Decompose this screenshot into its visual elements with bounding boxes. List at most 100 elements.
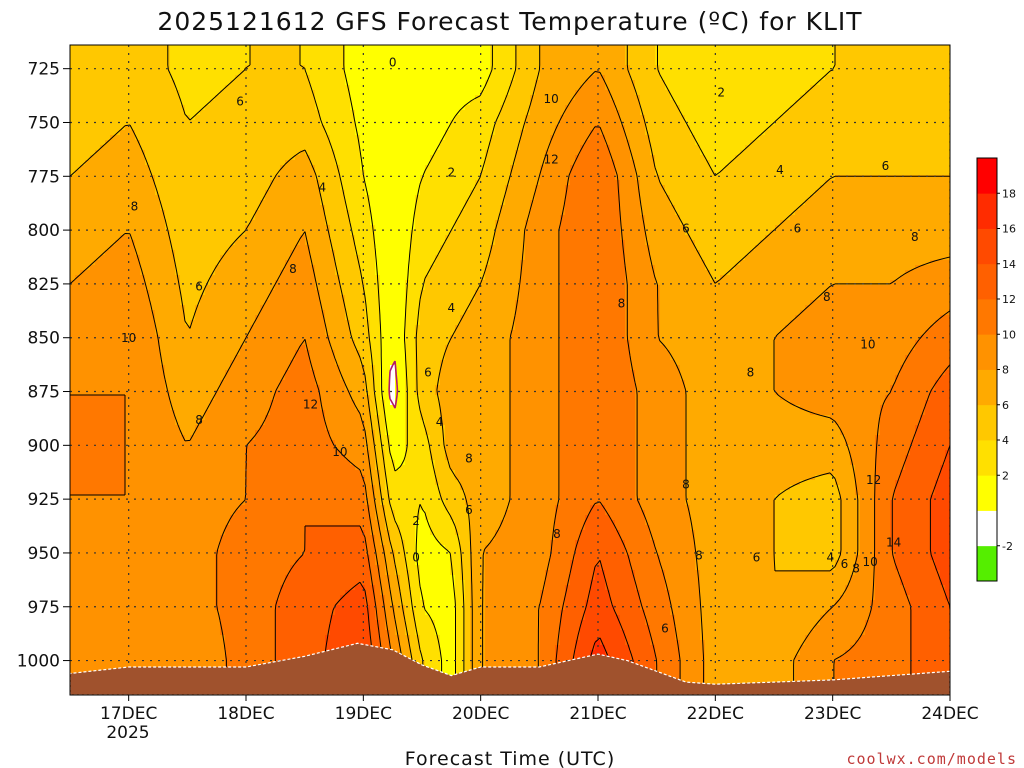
temperature-cell	[545, 60, 551, 66]
temperature-cell	[700, 45, 706, 51]
temperature-cell	[865, 45, 871, 51]
temperature-cell	[195, 80, 201, 86]
temperature-cell	[935, 130, 941, 136]
temperature-cell	[630, 55, 636, 61]
temperature-cell	[70, 150, 76, 156]
temperature-cell	[160, 100, 166, 106]
temperature-cell	[780, 150, 786, 156]
temperature-cell	[820, 170, 826, 176]
temperature-cell	[650, 165, 656, 171]
temperature-cell	[815, 170, 821, 176]
temperature-cell	[420, 140, 426, 146]
temperature-cell	[405, 170, 411, 176]
temperature-cell	[110, 150, 116, 156]
temperature-cell	[850, 125, 856, 131]
temperature-cell	[365, 165, 371, 171]
temperature-cell	[235, 185, 241, 191]
temperature-cell	[745, 80, 751, 86]
temperature-cell	[515, 100, 521, 106]
temperature-cell	[905, 155, 911, 161]
temperature-cell	[610, 60, 616, 66]
temperature-cell	[545, 125, 551, 131]
temperature-cell	[910, 105, 916, 111]
temperature-cell	[475, 95, 481, 101]
temperature-cell	[380, 80, 386, 86]
temperature-cell	[435, 85, 441, 91]
temperature-cell	[720, 165, 726, 171]
temperature-cell	[80, 65, 86, 71]
temperature-cell	[920, 85, 926, 91]
temperature-cell	[235, 120, 241, 126]
temperature-cell	[110, 185, 116, 191]
temperature-cell	[180, 125, 186, 131]
temperature-cell	[565, 50, 571, 56]
temperature-cell	[795, 75, 801, 81]
temperature-cell	[330, 155, 336, 161]
temperature-cell	[505, 125, 511, 131]
temperature-cell	[260, 160, 266, 166]
temperature-cell	[650, 170, 656, 176]
temperature-cell	[800, 125, 806, 131]
temperature-cell	[755, 180, 761, 186]
temperature-cell	[610, 140, 616, 146]
temperature-cell	[825, 55, 831, 61]
temperature-cell	[545, 55, 551, 61]
temperature-cell	[780, 170, 786, 176]
temperature-cell	[430, 160, 436, 166]
temperature-cell	[540, 180, 546, 186]
temperature-cell	[225, 175, 231, 181]
temperature-cell	[205, 50, 211, 56]
temperature-cell	[250, 185, 256, 191]
temperature-cell	[620, 140, 626, 146]
temperature-cell	[130, 65, 136, 71]
temperature-cell	[190, 175, 196, 181]
temperature-cell	[600, 110, 606, 116]
temperature-cell	[865, 125, 871, 131]
temperature-cell	[890, 145, 896, 151]
temperature-cell	[750, 130, 756, 136]
temperature-cell	[310, 145, 316, 151]
temperature-cell	[405, 130, 411, 136]
temperature-cell	[90, 80, 96, 86]
temperature-cell	[275, 115, 281, 121]
temperature-cell	[910, 145, 916, 151]
temperature-cell	[425, 65, 431, 71]
temperature-cell	[810, 100, 816, 106]
temperature-cell	[80, 160, 86, 166]
temperature-cell	[375, 50, 381, 56]
temperature-cell	[615, 115, 621, 121]
temperature-cell	[445, 180, 451, 186]
temperature-cell	[495, 55, 501, 61]
temperature-cell	[850, 80, 856, 86]
temperature-cell	[330, 75, 336, 81]
temperature-cell	[245, 75, 251, 81]
temperature-cell	[845, 125, 851, 131]
temperature-cell	[205, 155, 211, 161]
temperature-cell	[120, 170, 126, 176]
temperature-cell	[70, 65, 76, 71]
temperature-cell	[395, 45, 401, 51]
temperature-cell	[550, 165, 556, 171]
temperature-cell	[290, 45, 296, 51]
temperature-cell	[245, 115, 251, 121]
temperature-cell	[445, 145, 451, 151]
temperature-cell	[715, 55, 721, 61]
temperature-cell	[600, 120, 606, 126]
temperature-cell	[350, 100, 356, 106]
temperature-cell	[880, 175, 886, 181]
temperature-cell	[220, 170, 226, 176]
temperature-cell	[615, 80, 621, 86]
temperature-cell	[475, 135, 481, 141]
temperature-cell	[380, 75, 386, 81]
temperature-cell	[480, 85, 486, 91]
temperature-cell	[310, 45, 316, 51]
temperature-cell	[595, 50, 601, 56]
temperature-cell	[90, 170, 96, 176]
temperature-cell	[735, 105, 741, 111]
temperature-cell	[185, 135, 191, 141]
temperature-cell	[275, 100, 281, 106]
temperature-cell	[210, 120, 216, 126]
temperature-cell	[800, 115, 806, 121]
temperature-cell	[545, 135, 551, 141]
temperature-cell	[480, 70, 486, 76]
